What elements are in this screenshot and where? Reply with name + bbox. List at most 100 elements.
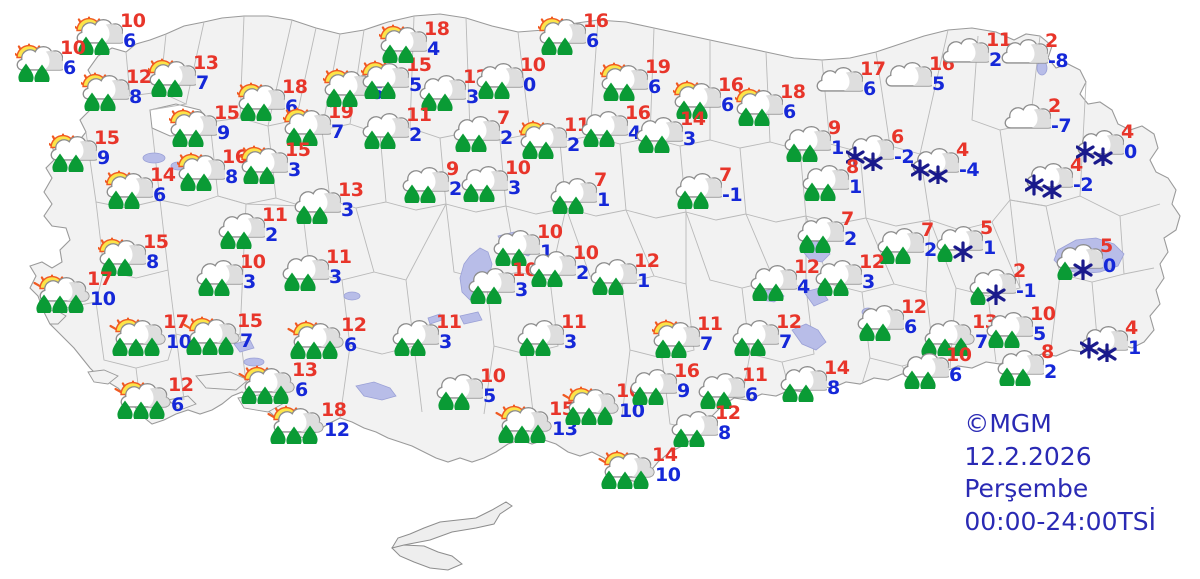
max-temperature: 14: [652, 444, 678, 466]
min-temperature: 6: [648, 76, 661, 98]
station-marker: 15 3: [240, 141, 314, 188]
temperature-pair: 14 6: [150, 166, 186, 211]
min-temperature: 8: [827, 377, 840, 399]
sun-behind-cloud-with-2-raindrops-icon: [148, 57, 196, 97]
min-temperature: 3: [508, 177, 521, 199]
temperature-pair: 17 6: [860, 58, 896, 105]
temperature-pair: 12 6: [341, 316, 377, 361]
sun-behind-cloud-with-3-raindrops-icon: [266, 404, 324, 444]
sun-behind-cloud-with-3-raindrops-icon: [182, 315, 240, 355]
weather-station: 10 6: [15, 39, 89, 86]
max-temperature: 15: [143, 231, 169, 253]
min-temperature: -1: [722, 184, 743, 206]
weather-station: 15 9: [49, 129, 123, 176]
max-temperature: 13: [193, 52, 219, 74]
temperature-pair: 11 3: [326, 248, 362, 293]
sun-behind-cloud-with-2-raindrops-icon: [240, 144, 288, 184]
station-marker: 18 6: [735, 83, 809, 130]
max-temperature: 16: [222, 146, 248, 168]
temperature-pair: 13 6: [292, 361, 328, 406]
station-marker: 2 -1: [968, 262, 1042, 309]
max-temperature: 7: [841, 208, 854, 230]
cloud-with-2-raindrops-icon: [460, 162, 508, 202]
cloud-with-rain-and-snow-icon: [935, 222, 983, 262]
cloud-with-2-raindrops-icon: [670, 407, 718, 447]
weather-station: 14 8: [779, 359, 853, 406]
temperature-pair: 10 3: [240, 253, 276, 298]
min-temperature: 9: [217, 122, 230, 144]
cloud-with-2-raindrops-icon: [452, 112, 500, 152]
station-marker: 17 10: [108, 313, 196, 360]
temperature-pair: 12 7: [776, 311, 812, 358]
max-temperature: 17: [860, 58, 886, 80]
max-temperature: 10: [1030, 303, 1056, 325]
min-temperature: 2: [1044, 361, 1057, 383]
temperature-pair: 12 8: [126, 68, 162, 113]
cloud-with-2-raindrops-icon: [401, 163, 449, 203]
min-temperature: 5: [1033, 323, 1046, 345]
max-temperature: 11: [262, 204, 288, 226]
station-marker: 10 2: [528, 244, 602, 291]
station-marker: 13 7: [148, 54, 222, 101]
weather-station: 17 10: [32, 270, 120, 317]
max-temperature: 7: [594, 169, 607, 191]
min-temperature: 3: [862, 271, 875, 293]
station-marker: 4 -4: [911, 141, 985, 188]
sun-behind-cloud-with-3-raindrops-icon: [32, 273, 90, 313]
weather-station: 15 3: [240, 141, 314, 188]
sun-behind-cloud-with-2-raindrops-icon: [519, 119, 567, 159]
sun-behind-cloud-with-3-raindrops-icon: [108, 316, 166, 356]
temperature-pair: 13 7: [193, 52, 229, 99]
max-temperature: 7: [921, 219, 934, 241]
weather-station: 12 8: [81, 68, 155, 115]
max-temperature: 10: [120, 10, 146, 32]
station-marker: 11 3: [516, 313, 590, 360]
station-marker: 11 2: [217, 204, 291, 253]
cloud-with-2-raindrops-icon: [467, 264, 515, 304]
max-temperature: 6: [891, 126, 904, 148]
cloud-with-2-raindrops-icon: [475, 59, 523, 99]
max-temperature: 19: [328, 101, 354, 123]
temperature-pair: 10 6: [60, 39, 96, 84]
min-temperature: 7: [331, 121, 344, 143]
weather-station: 4 -2: [1025, 156, 1099, 203]
weather-station: 10 3: [195, 253, 269, 300]
station-marker: 15 7: [182, 310, 270, 359]
station-marker: 14 10: [597, 444, 685, 493]
station-marker: 14 6: [105, 166, 179, 213]
cloud-with-2-raindrops-icon: [528, 247, 576, 287]
weather-station: 15 9: [169, 104, 243, 151]
station-marker: 12 1: [589, 250, 663, 299]
max-temperature: 9: [446, 158, 459, 180]
min-temperature: 8: [146, 251, 159, 273]
weather-station: 13 3: [293, 181, 367, 228]
temperature-pair: 10 6: [946, 346, 982, 391]
temperature-pair: 15 9: [94, 129, 130, 174]
weather-station: 11 3: [391, 313, 465, 360]
station-marker: 19 6: [600, 58, 674, 105]
max-temperature: 15: [237, 310, 263, 332]
max-temperature: 12: [776, 311, 802, 333]
weather-station: 10 5: [435, 367, 509, 414]
min-temperature: 4: [427, 38, 440, 60]
sun-behind-cloud-with-2-raindrops-icon: [652, 318, 700, 358]
max-temperature: 12: [634, 250, 660, 272]
min-temperature: 6: [721, 94, 734, 116]
station-marker: 11 6: [697, 366, 771, 413]
min-temperature: 10: [90, 288, 116, 310]
temperature-pair: 11 2: [406, 106, 442, 151]
weather-station: 2 -7: [1003, 97, 1077, 144]
cloud-with-2-raindrops-icon: [217, 209, 265, 249]
sun-behind-cloud-with-2-raindrops-icon: [735, 86, 783, 126]
min-temperature: 8: [129, 86, 142, 108]
